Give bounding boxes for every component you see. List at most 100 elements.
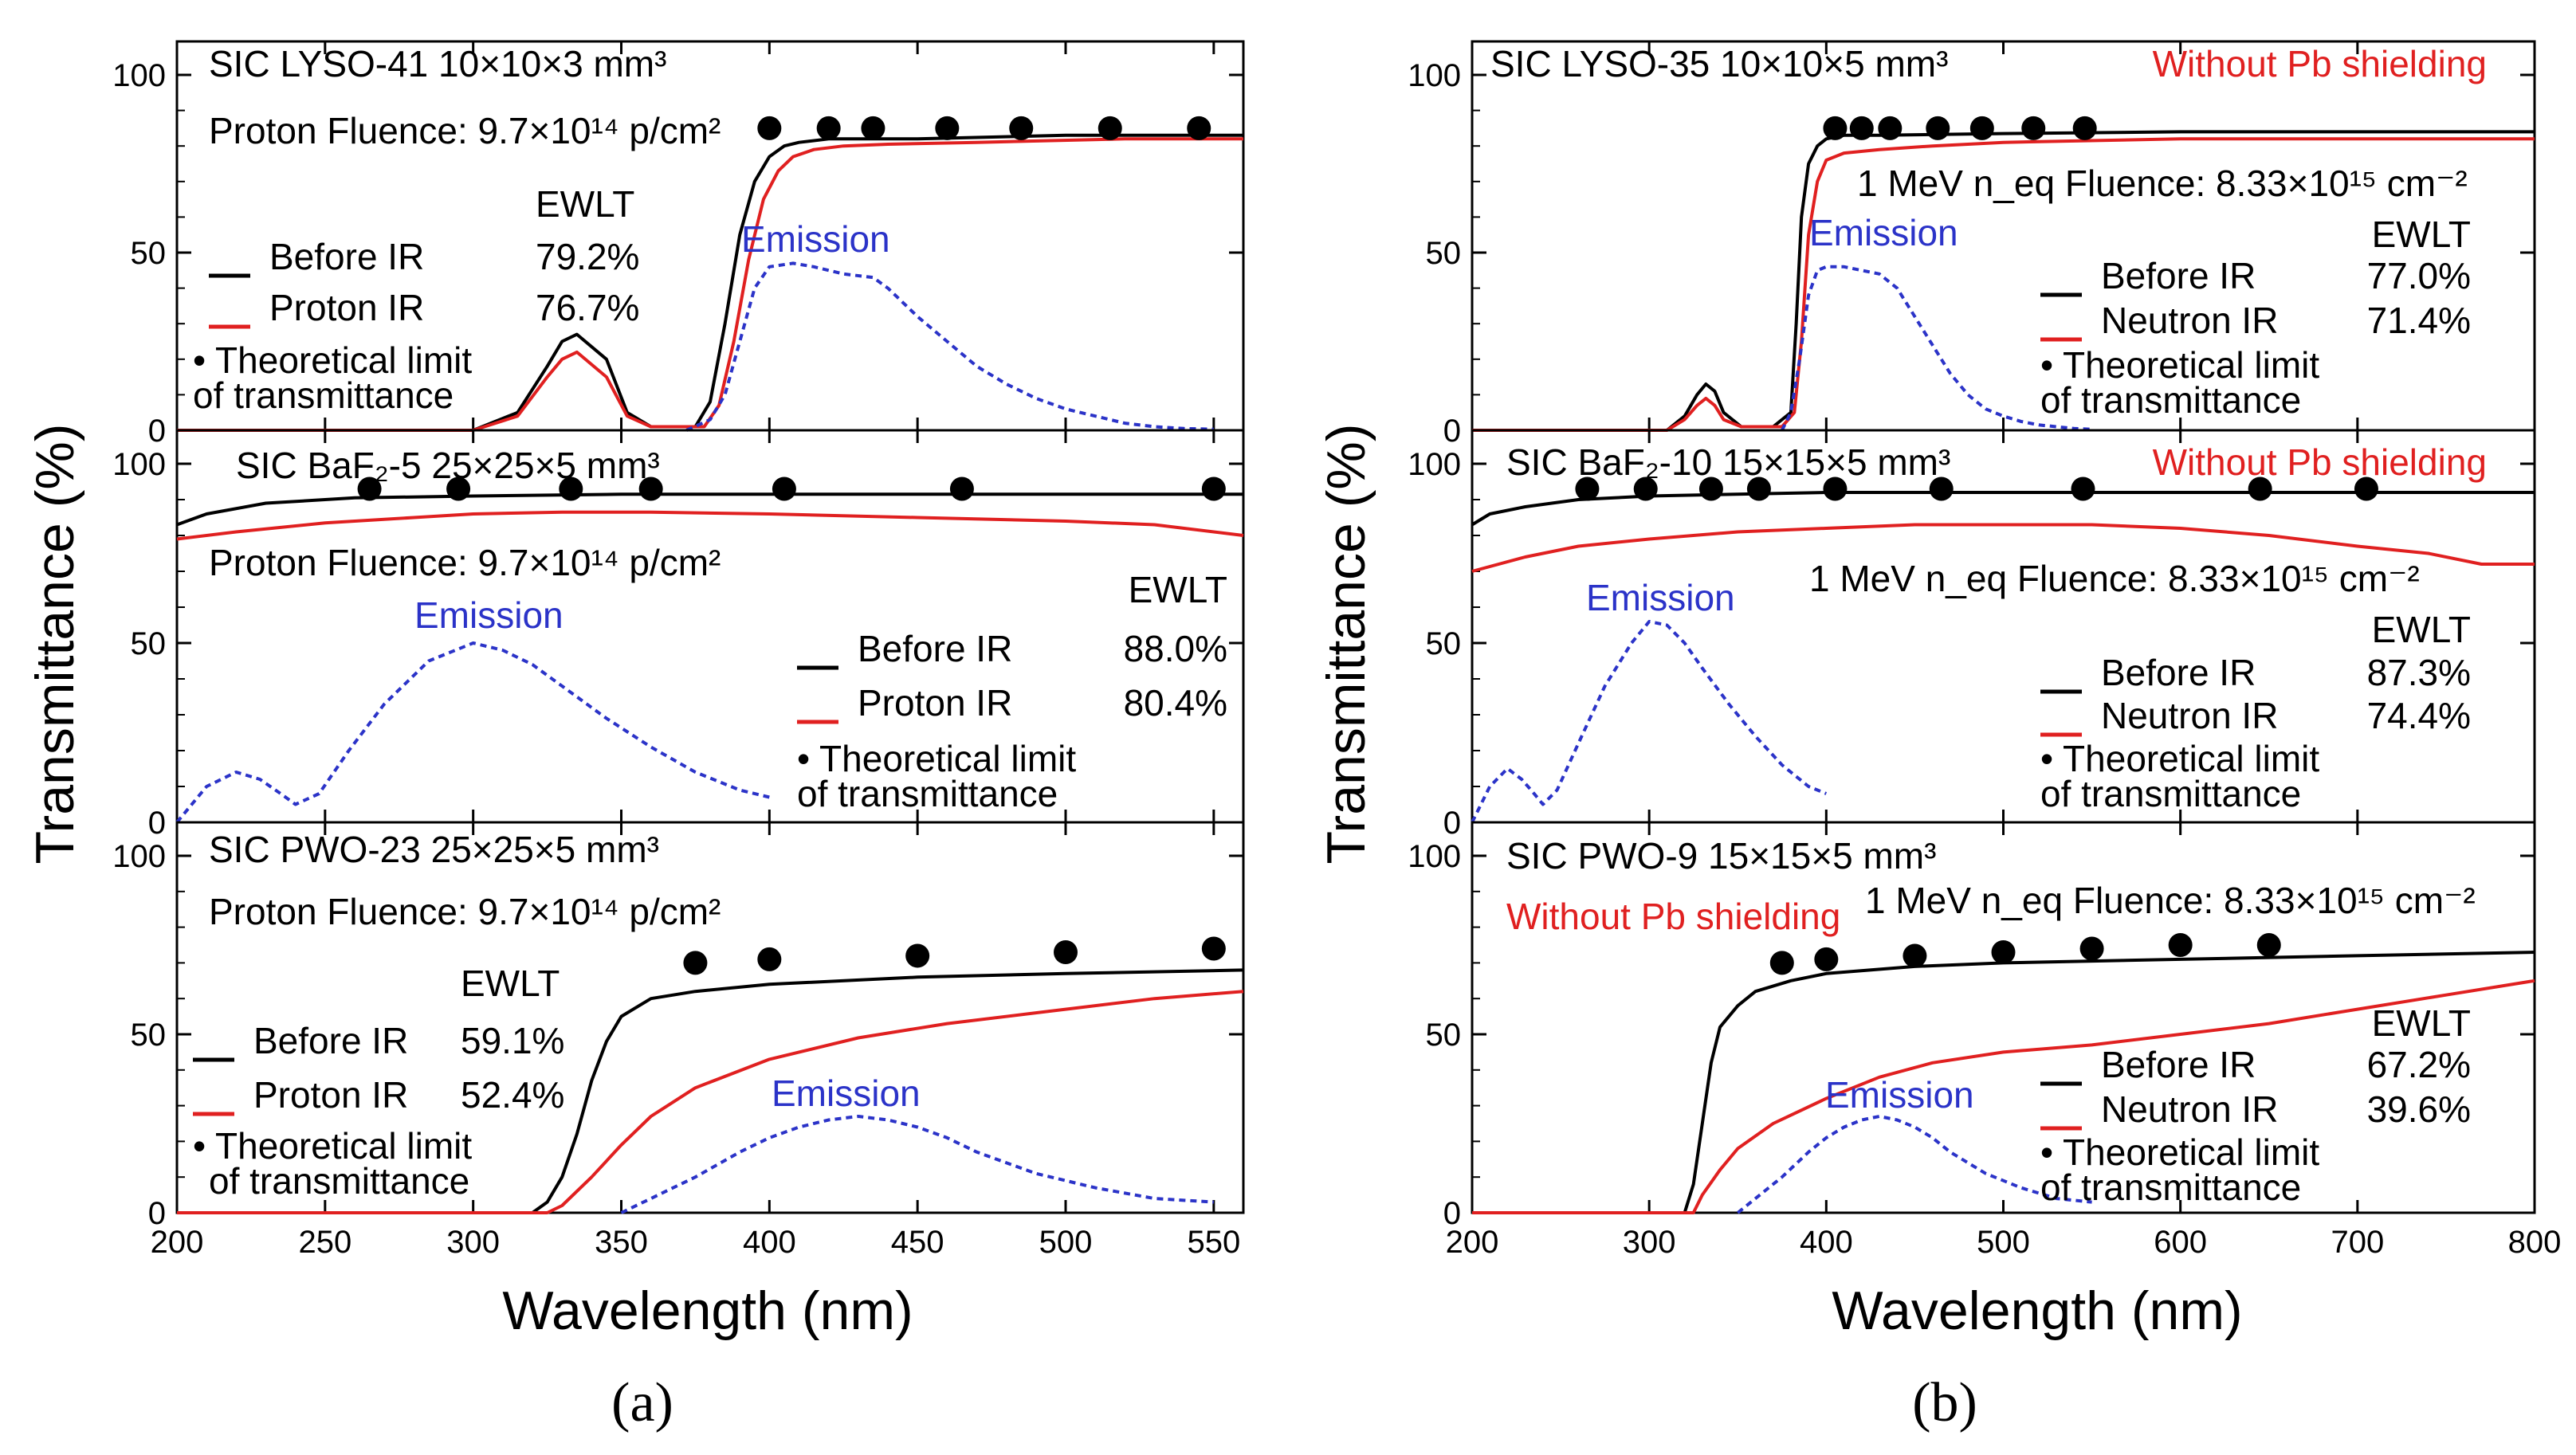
x-tick-label: 600 — [2154, 1225, 2207, 1260]
y-axis-label-a: Transmittance (%) — [25, 424, 85, 865]
x-tick-label: 200 — [151, 1225, 204, 1260]
theoretical-limit-point — [559, 477, 583, 501]
theory-note-line-1: • Theoretical limit — [2040, 1131, 2319, 1173]
chart-a2: 0 50 100 SIC BaF₂-5 25×25×5 mm³ Proton Fluen… — [112, 429, 1245, 841]
series-line-emission — [1737, 1115, 2092, 1214]
theoretical-limit-point — [949, 477, 974, 501]
x-tick-label: 200 — [1446, 1225, 1499, 1260]
x-tick-label: 300 — [1623, 1225, 1676, 1260]
theoretical-limit-point — [1746, 477, 1771, 501]
theoretical-limit-point — [1823, 116, 1848, 140]
legend-label: Before IR — [269, 236, 424, 277]
legend-ewlt-value: 87.3% — [2367, 652, 2471, 693]
ewlt-header: EWLT — [2372, 609, 2471, 650]
x-tick-label: 550 — [1187, 1225, 1240, 1260]
theory-note-line-2: of transmittance — [797, 773, 1058, 814]
series-line-irradiated — [176, 510, 1244, 541]
theory-note-line-2: of transmittance — [2040, 379, 2301, 421]
ewlt-header: EWLT — [536, 183, 634, 225]
legend-ewlt-value: 76.7% — [536, 287, 639, 328]
theory-note-line-2: of transmittance — [209, 1160, 469, 1202]
chart-b2: 0 50 100 SIC BaF₂-10 15×15×5 mm³ 1 MeV n_eq … — [1408, 429, 2536, 841]
panel-label-b: (b) — [1912, 1372, 1977, 1433]
series-line-before-ir — [1472, 130, 2535, 432]
theory-note-line-1: • Theoretical limit — [2040, 738, 2319, 779]
theory-note-line-1: • Theoretical limit — [193, 339, 472, 381]
legend-label: Before IR — [2101, 652, 2256, 693]
theoretical-limit-point — [683, 951, 708, 975]
theoretical-limit-point — [2071, 477, 2095, 501]
legend-label: Before IR — [2101, 1044, 2256, 1085]
fluence-label: Proton Fluence: 9.7×10¹⁴ p/cm² — [209, 542, 721, 583]
theoretical-limit-point — [1201, 936, 1226, 961]
theoretical-limit-point — [816, 116, 841, 140]
x-axis-label-a: Wavelength (nm) — [502, 1280, 913, 1341]
x-tick-label: 500 — [1977, 1225, 2030, 1260]
emission-label: Emission — [741, 218, 890, 260]
theoretical-limit-point — [1814, 947, 1839, 971]
theoretical-limit-point — [2168, 933, 2193, 957]
y-tick-label: 50 — [131, 626, 167, 661]
theoretical-limit-point — [1929, 477, 1954, 501]
y-tick-label: 50 — [1426, 236, 1462, 271]
x-tick-label: 500 — [1039, 1225, 1093, 1260]
fluence-label: 1 MeV n_eq Fluence: 8.33×10¹⁵ cm⁻² — [1809, 558, 2420, 599]
y-tick-label: 100 — [112, 58, 166, 93]
y-tick-label: 0 — [148, 1196, 166, 1231]
theoretical-limit-point — [1054, 939, 1078, 964]
series-line-before-ir — [176, 492, 1243, 527]
chart-title: SIC PWO-23 25×25×5 mm³ — [209, 829, 659, 870]
theoretical-limit-point — [1098, 116, 1122, 140]
chart-title: SIC PWO-9 15×15×5 mm³ — [1506, 835, 1936, 877]
series-line-emission — [685, 261, 1214, 432]
y-tick-label: 100 — [112, 447, 166, 482]
theoretical-limit-point — [357, 477, 382, 501]
legend-label: Proton IR — [253, 1074, 408, 1116]
fluence-label: Proton Fluence: 9.7×10¹⁴ p/cm² — [209, 891, 721, 932]
emission-label: Emission — [1809, 212, 1958, 253]
theoretical-limit-point — [905, 943, 930, 968]
legend-label: Proton IR — [269, 287, 424, 328]
ewlt-header: EWLT — [1129, 569, 1227, 610]
legend-label: Before IR — [2101, 255, 2256, 296]
series-line-emission — [175, 641, 770, 824]
theoretical-limit-point — [1633, 477, 1658, 501]
legend-label: Before IR — [253, 1020, 408, 1061]
emission-label: Emission — [772, 1073, 921, 1114]
theory-note-line-1: • Theoretical limit — [193, 1125, 472, 1167]
theoretical-limit-point — [757, 947, 782, 971]
legend-ewlt-value: 59.1% — [461, 1020, 564, 1061]
theoretical-limit-point — [2079, 936, 2104, 961]
series-line-irradiated — [177, 137, 1243, 432]
theoretical-limit-point — [1926, 116, 1950, 140]
x-axis-label-b: Wavelength (nm) — [1832, 1280, 2242, 1341]
y-tick-label: 50 — [131, 1018, 167, 1053]
y-tick-label: 0 — [148, 806, 166, 841]
ewlt-header: EWLT — [2372, 1002, 2471, 1044]
theoretical-limit-point — [1823, 477, 1848, 501]
theoretical-limit-point — [2021, 116, 2046, 140]
theoretical-limit-point — [757, 116, 782, 140]
legend-label: Neutron IR — [2101, 1088, 2278, 1130]
y-tick-label: 100 — [1408, 839, 1461, 874]
theoretical-limit-point — [861, 116, 886, 140]
y-tick-label: 50 — [131, 236, 167, 271]
y-tick-label: 100 — [1408, 58, 1461, 93]
theoretical-limit-point — [1849, 116, 1874, 140]
y-tick-label: 0 — [1443, 806, 1461, 841]
chart-b1: 0 50 100 SIC LYSO-35 10×10×5 mm³ 1 MeV n_eq … — [1408, 40, 2536, 449]
theory-note-line-2: of transmittance — [2040, 1167, 2301, 1208]
y-tick-label: 50 — [1426, 1018, 1462, 1053]
theoretical-limit-point — [446, 477, 471, 501]
theoretical-limit-point — [1575, 477, 1600, 501]
chart-a1: 0 50 100 SIC LYSO-41 10×10×3 mm³ Proton Flue… — [112, 40, 1245, 449]
y-axis-label-b: Transmittance (%) — [1316, 424, 1376, 865]
series-line-emission — [1781, 265, 2092, 431]
theory-note-line-2: of transmittance — [193, 375, 454, 416]
theoretical-limit-point — [1969, 116, 1994, 140]
chart-title: SIC BaF₂-5 25×25×5 mm³ — [236, 445, 660, 486]
legend-label: Neutron IR — [2101, 695, 2278, 736]
x-tick-label: 700 — [2331, 1225, 2384, 1260]
x-tick-label: 300 — [446, 1225, 500, 1260]
